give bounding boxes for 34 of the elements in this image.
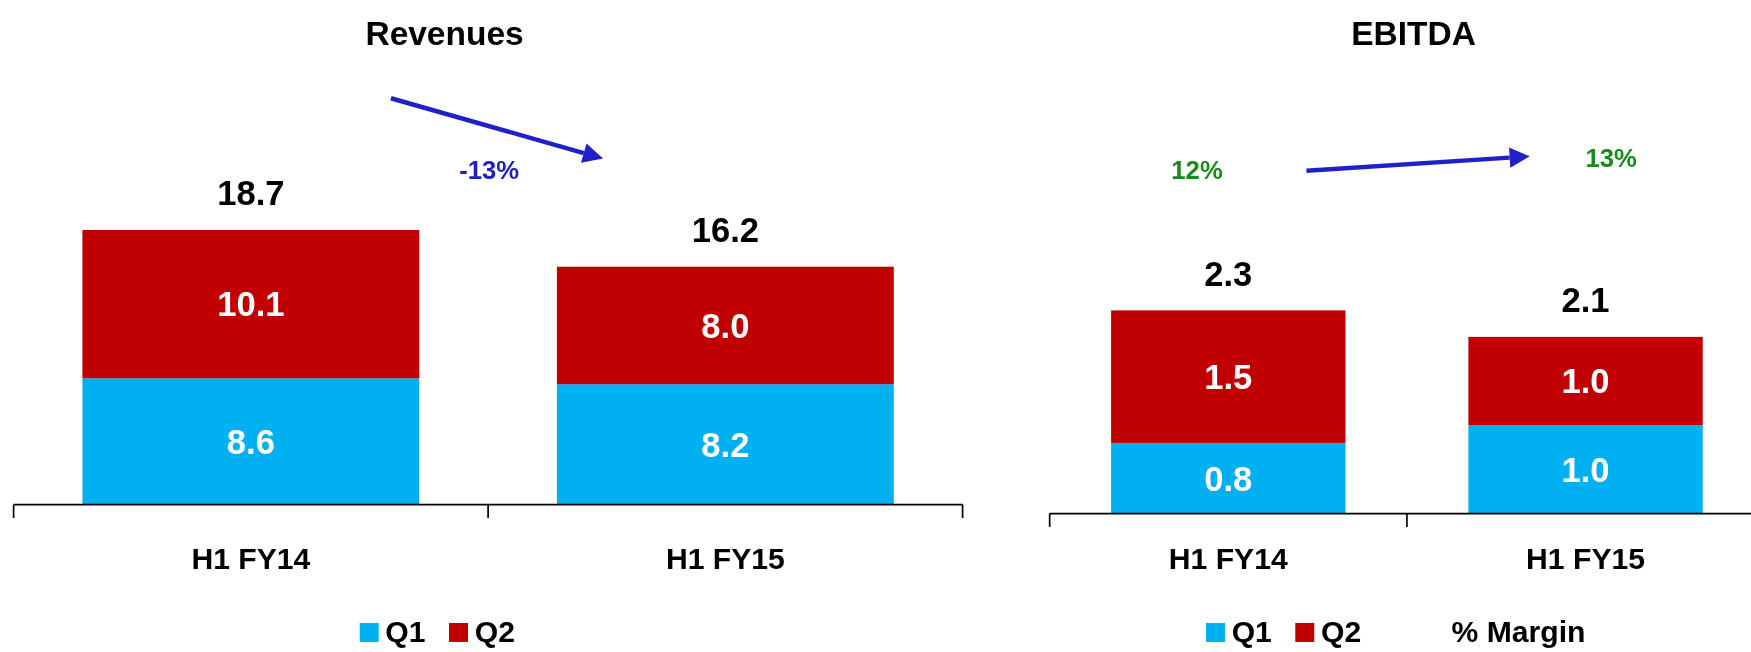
bar <box>556 266 894 385</box>
bar <box>1111 442 1346 514</box>
data-label: 10.1 <box>217 285 285 324</box>
text: % Margin <box>1451 614 1586 648</box>
data-label: 8.2 <box>701 425 750 464</box>
text: 12% <box>1171 155 1223 184</box>
legend-label: Q1 <box>385 614 426 648</box>
text: -13% <box>459 155 520 184</box>
bar <box>1111 310 1346 443</box>
bar <box>82 229 420 379</box>
data-label: 0.8 <box>1204 459 1253 498</box>
x-tick-label: H1 FY15 <box>665 542 785 576</box>
data-label: 1.0 <box>1561 362 1610 401</box>
data-label: 8.0 <box>701 306 750 345</box>
x-tick-label: H1 FY14 <box>191 542 311 576</box>
bar <box>1468 425 1703 514</box>
text: 13% <box>1585 144 1638 173</box>
data-label: 8.6 <box>226 422 275 461</box>
bar <box>556 384 894 505</box>
legend-label: Q2 <box>474 614 515 648</box>
data-label: 1.5 <box>1204 357 1253 396</box>
legend-label: Q2 <box>1320 614 1362 648</box>
x-tick-label: H1 FY14 <box>1168 542 1288 576</box>
data-label: 1.0 <box>1561 450 1610 489</box>
total-label: 18.7 <box>217 174 285 213</box>
legend-label: Q1 <box>1231 614 1272 648</box>
chart-title: Revenues <box>365 14 524 52</box>
total-label: 2.1 <box>1561 281 1610 320</box>
x-tick-label: H1 FY15 <box>1526 542 1645 576</box>
chart-title: EBITDA <box>1351 14 1476 52</box>
total-label: 2.3 <box>1204 254 1253 293</box>
total-label: 16.2 <box>691 211 760 250</box>
bar <box>1468 336 1703 426</box>
bar <box>82 378 420 505</box>
